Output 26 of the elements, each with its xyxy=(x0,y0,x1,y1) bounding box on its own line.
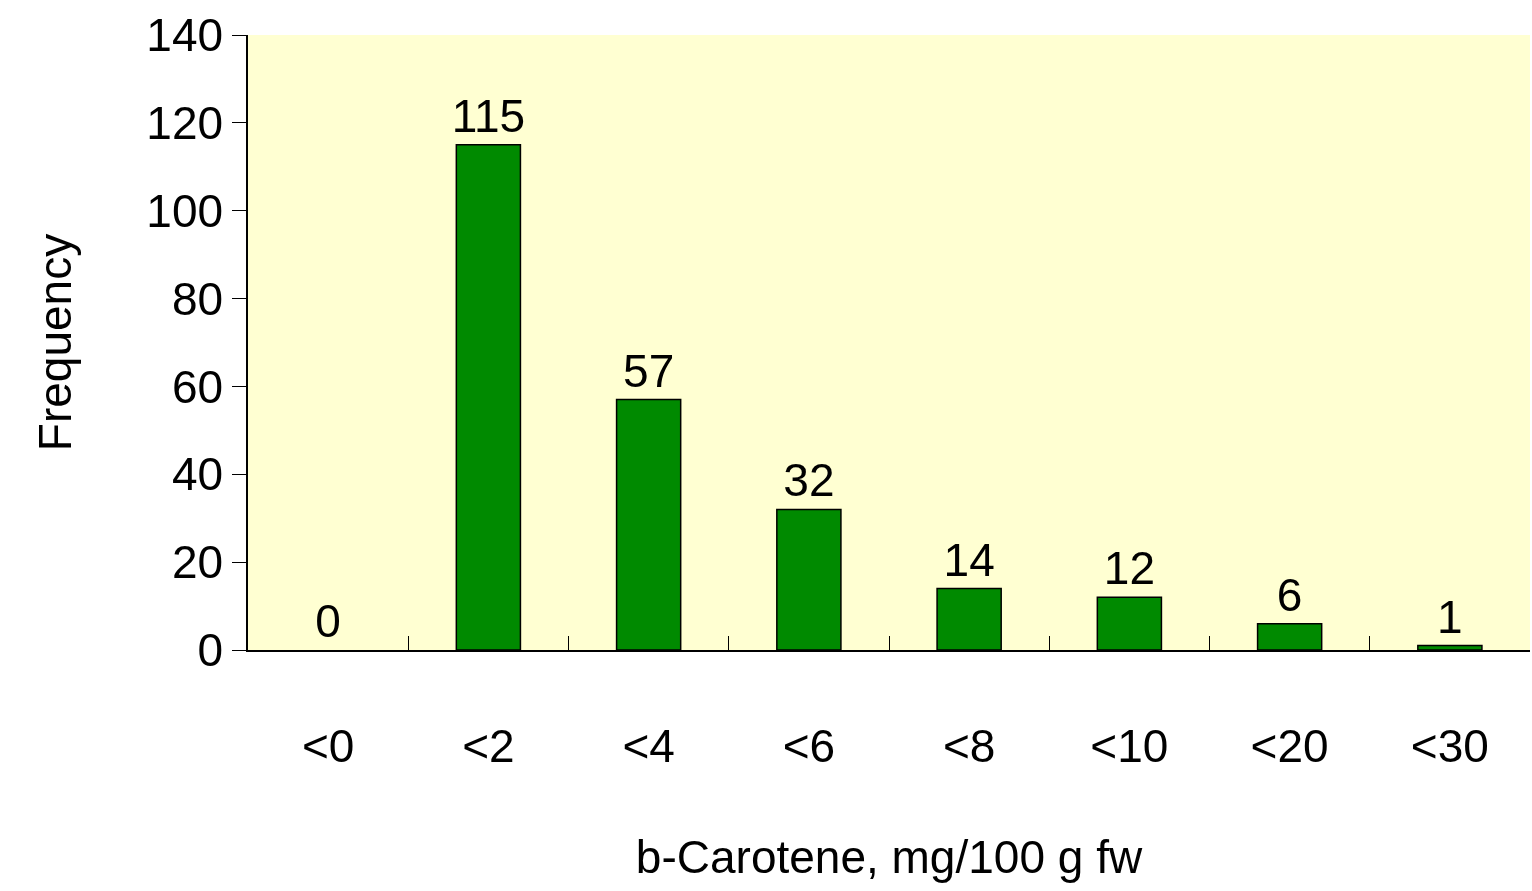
data-label: 12 xyxy=(1103,542,1155,595)
y-axis-title: Frequency xyxy=(29,233,82,452)
x-tick-label: <8 xyxy=(942,719,996,772)
y-tick-label: 60 xyxy=(171,360,224,413)
x-tick-label: <2 xyxy=(462,719,515,772)
y-tick-label: 80 xyxy=(171,272,224,325)
x-tick-label: <0 xyxy=(301,719,355,772)
y-tick-label: 140 xyxy=(146,9,224,62)
y-tick-label: 120 xyxy=(146,96,224,149)
x-tick-label: <30 xyxy=(1410,719,1489,772)
data-label: 57 xyxy=(623,344,675,397)
data-label: 0 xyxy=(315,595,341,647)
x-tick-label: <6 xyxy=(782,719,836,772)
data-label: 32 xyxy=(783,454,835,507)
x-tick-label: <20 xyxy=(1250,719,1329,772)
x-axis-title: b-Carotene, mg/100 g fw xyxy=(635,831,1143,884)
data-label: 115 xyxy=(451,89,526,142)
data-label: 14 xyxy=(943,533,995,586)
y-tick-label: 0 xyxy=(197,624,224,677)
y-tick-label: 100 xyxy=(146,184,224,237)
y-tick-label: 20 xyxy=(171,536,224,589)
data-label: 6 xyxy=(1276,568,1303,621)
y-tick-label: 40 xyxy=(171,448,224,501)
data-label: 1 xyxy=(1437,590,1463,643)
x-tick-label: <10 xyxy=(1090,719,1169,772)
x-tick-label: <4 xyxy=(622,719,675,772)
